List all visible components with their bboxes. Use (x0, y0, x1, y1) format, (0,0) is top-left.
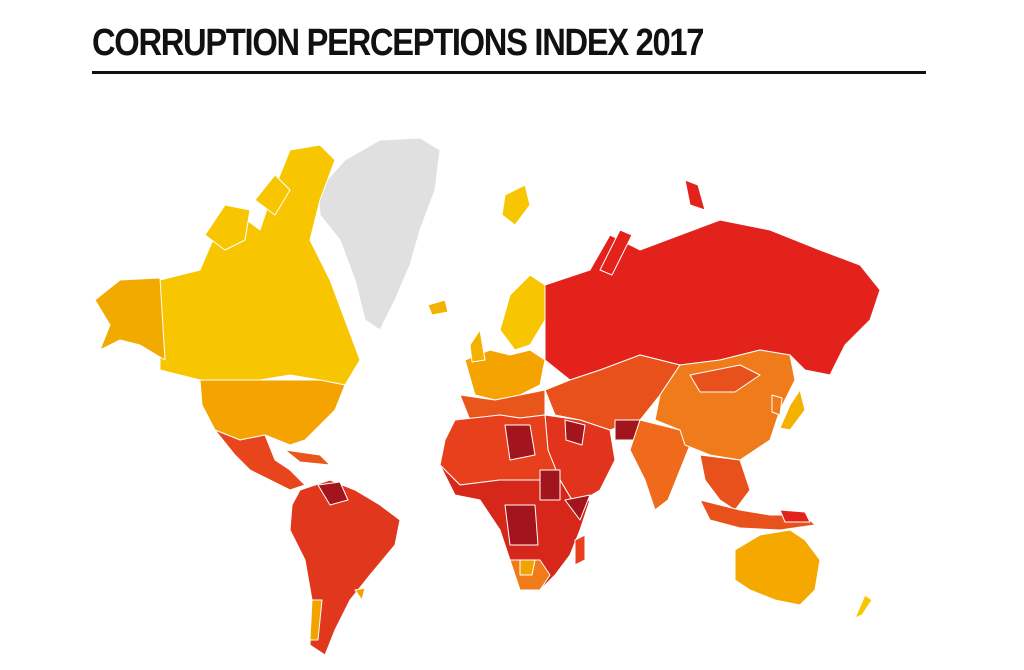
svalbard (501, 184, 531, 226)
south-america (289, 479, 401, 656)
new-zealand (854, 594, 873, 619)
alaska (94, 277, 166, 361)
papua (779, 509, 811, 523)
australia (734, 529, 821, 606)
iceland (427, 299, 449, 316)
caribbean (284, 449, 331, 466)
chile-uruguay (309, 587, 366, 641)
page-title: CORRUPTION PERCEPTIONS INDEX 2017 (92, 22, 704, 64)
arctic-islands (204, 174, 291, 251)
western-europe (464, 349, 546, 401)
libya-sudan (504, 424, 591, 521)
title-rule (92, 71, 926, 74)
venezuela (317, 481, 349, 506)
scandinavia (499, 274, 546, 351)
korea (771, 394, 783, 416)
japan (779, 389, 806, 431)
central-america (214, 429, 306, 491)
greenland (317, 137, 441, 331)
madagascar (574, 534, 586, 566)
novaya-zemlya (599, 179, 706, 276)
botswana (519, 559, 536, 576)
china (654, 349, 796, 461)
mongolia (689, 364, 761, 393)
russia (544, 219, 881, 381)
congo (504, 504, 539, 546)
uk (469, 329, 486, 363)
